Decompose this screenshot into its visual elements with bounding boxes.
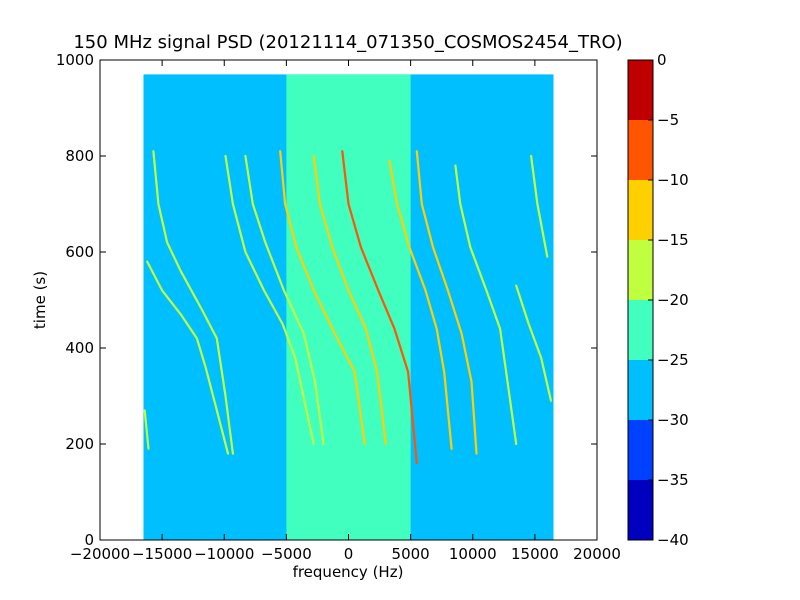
signal-trace-4 <box>244 154 325 446</box>
signal-trace-12 <box>515 284 553 402</box>
colorbar-tick-label: −30 <box>657 411 689 429</box>
colorbar-band <box>628 360 653 420</box>
x-tick-label: 0 <box>344 545 354 563</box>
signal-trace-11 <box>529 154 549 258</box>
signal-trace-8 <box>388 159 453 450</box>
colorbar-tick-label: −5 <box>657 111 679 129</box>
signal-trace-7 <box>341 150 418 465</box>
colorbar-band <box>628 240 653 300</box>
colorbar-band <box>628 180 653 240</box>
y-tick-label: 0 <box>84 531 94 549</box>
y-tick-label: 400 <box>65 339 94 357</box>
x-tick-label: −5000 <box>261 545 312 563</box>
signal-trace-6 <box>312 154 387 446</box>
colorbar-tick-label: 0 <box>657 51 667 69</box>
colorbar-band <box>628 300 653 360</box>
x-tick-label: 15000 <box>511 545 559 563</box>
y-tick-label: 600 <box>65 243 94 261</box>
y-tick-label: 1000 <box>56 51 94 69</box>
colorbar-tick-label: −10 <box>657 171 689 189</box>
noise-band <box>286 74 411 541</box>
x-tick-label: −15000 <box>132 545 192 563</box>
signal-trace-9 <box>415 150 478 455</box>
colorbar-tick-label: −25 <box>657 351 689 369</box>
signal-trace-13 <box>143 409 150 450</box>
plot-area <box>99 59 598 541</box>
colorbar-band <box>628 120 653 180</box>
x-tick-label: −10000 <box>194 545 254 563</box>
chart-title: 150 MHz signal PSD (20121114_071350_COSM… <box>73 32 622 53</box>
y-axis: 0 200 400 600 800 1000 <box>56 51 597 549</box>
x-tick-label: 20000 <box>573 545 621 563</box>
colorbar-tick-label: −40 <box>657 531 689 549</box>
signal-trace-5 <box>279 150 366 446</box>
colorbar-band <box>628 480 653 540</box>
x-axis: −20000 −15000 −10000 −5000 0 5000 10000 15000 20… <box>70 60 621 563</box>
signal-trace-3 <box>224 154 315 446</box>
y-tick-label: 800 <box>65 147 94 165</box>
signal-trace-10 <box>454 164 518 446</box>
colorbar-band <box>628 60 653 120</box>
colorbar: 0 −5 −10 −15 −20 −25 −30 −35 −40 <box>627 51 689 549</box>
signal-traces <box>143 150 553 465</box>
x-tick-label: 10000 <box>449 545 497 563</box>
colorbar-tick-label: −15 <box>657 231 689 249</box>
signal-trace-2 <box>152 150 234 455</box>
y-tick-label: 200 <box>65 435 94 453</box>
x-axis-label: frequency (Hz) <box>293 563 404 581</box>
x-tick-label: 5000 <box>392 545 430 563</box>
signal-trace-1 <box>146 260 230 455</box>
x-tick-label: −20000 <box>70 545 130 563</box>
y-axis-label: time (s) <box>31 271 49 329</box>
colorbar-band <box>628 420 653 480</box>
colorbar-tick-label: −35 <box>657 471 689 489</box>
colorbar-tick-label: −20 <box>657 291 689 309</box>
heatmap-image <box>143 74 554 541</box>
